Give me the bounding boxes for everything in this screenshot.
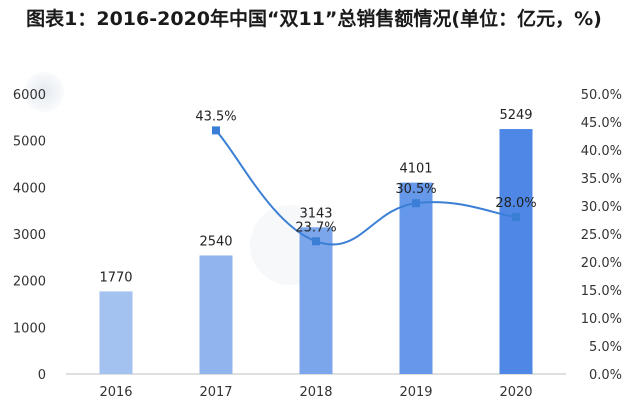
bar	[299, 227, 333, 374]
y-right-tick-label: 25.0%	[581, 228, 622, 243]
y-right-tick-label: 10.0%	[581, 312, 622, 327]
growth-marker	[312, 237, 320, 246]
watermark	[24, 72, 330, 285]
y-right-tick-label: 50.0%	[581, 88, 622, 103]
bar	[399, 182, 433, 374]
data-labels: 1770 2540 3143 4101 5249 43.5% 23.7% 30.5% 28.0%	[99, 108, 536, 285]
bar-value-label: 5249	[499, 108, 532, 123]
growth-line-path	[215, 129, 517, 246]
x-tick-label: 2018	[299, 385, 332, 400]
bar	[199, 255, 233, 374]
y-right-tick-label: 20.0%	[581, 256, 622, 271]
y-right-tick-label: 45.0%	[581, 116, 622, 131]
y-right-tick-label: 15.0%	[581, 284, 622, 299]
y-left-tick-label: 1000	[13, 321, 46, 336]
bar	[99, 291, 133, 374]
y-left-tick-label: 3000	[13, 228, 46, 243]
y-left-tick-label: 4000	[13, 181, 46, 196]
y-right-tick-label: 0.0%	[589, 368, 622, 383]
bars	[99, 129, 533, 374]
growth-marker	[412, 199, 420, 208]
growth-value-label: 23.7%	[295, 220, 336, 235]
y-left-tick-label: 5000	[13, 135, 46, 150]
growth-value-label: 28.0%	[495, 196, 536, 211]
growth-value-label: 30.5%	[395, 182, 436, 197]
y-right-tick-label: 40.0%	[581, 144, 622, 159]
x-tick-label: 2019	[399, 385, 432, 400]
y-left-tick-label: 6000	[13, 88, 46, 103]
axes: 0 1000 2000 3000 4000 5000 6000 0.0% 5.0% 10.0% 15…	[13, 88, 622, 400]
bar-value-label: 3143	[299, 206, 332, 221]
growth-line	[212, 126, 520, 246]
y-right-tick-label: 35.0%	[581, 172, 622, 187]
growth-value-label: 43.5%	[195, 109, 236, 124]
bar-value-label: 4101	[399, 162, 432, 177]
x-tick-label: 2017	[199, 385, 232, 400]
y-right-tick-label: 30.0%	[581, 200, 622, 215]
y-left-tick-label: 0	[38, 368, 46, 383]
bar	[499, 129, 533, 374]
bar-value-label: 2540	[199, 234, 232, 249]
chart-title: 图表1：2016-2020年中国“双11”总销售额情况(单位：亿元，%)	[26, 8, 602, 30]
growth-marker	[512, 213, 520, 222]
x-tick-label: 2020	[499, 385, 532, 400]
y-left-tick-label: 2000	[13, 275, 46, 290]
x-tick-label: 2016	[99, 385, 132, 400]
y-right-tick-label: 5.0%	[589, 340, 622, 355]
growth-marker	[212, 126, 220, 135]
bar-value-label: 1770	[99, 270, 132, 285]
